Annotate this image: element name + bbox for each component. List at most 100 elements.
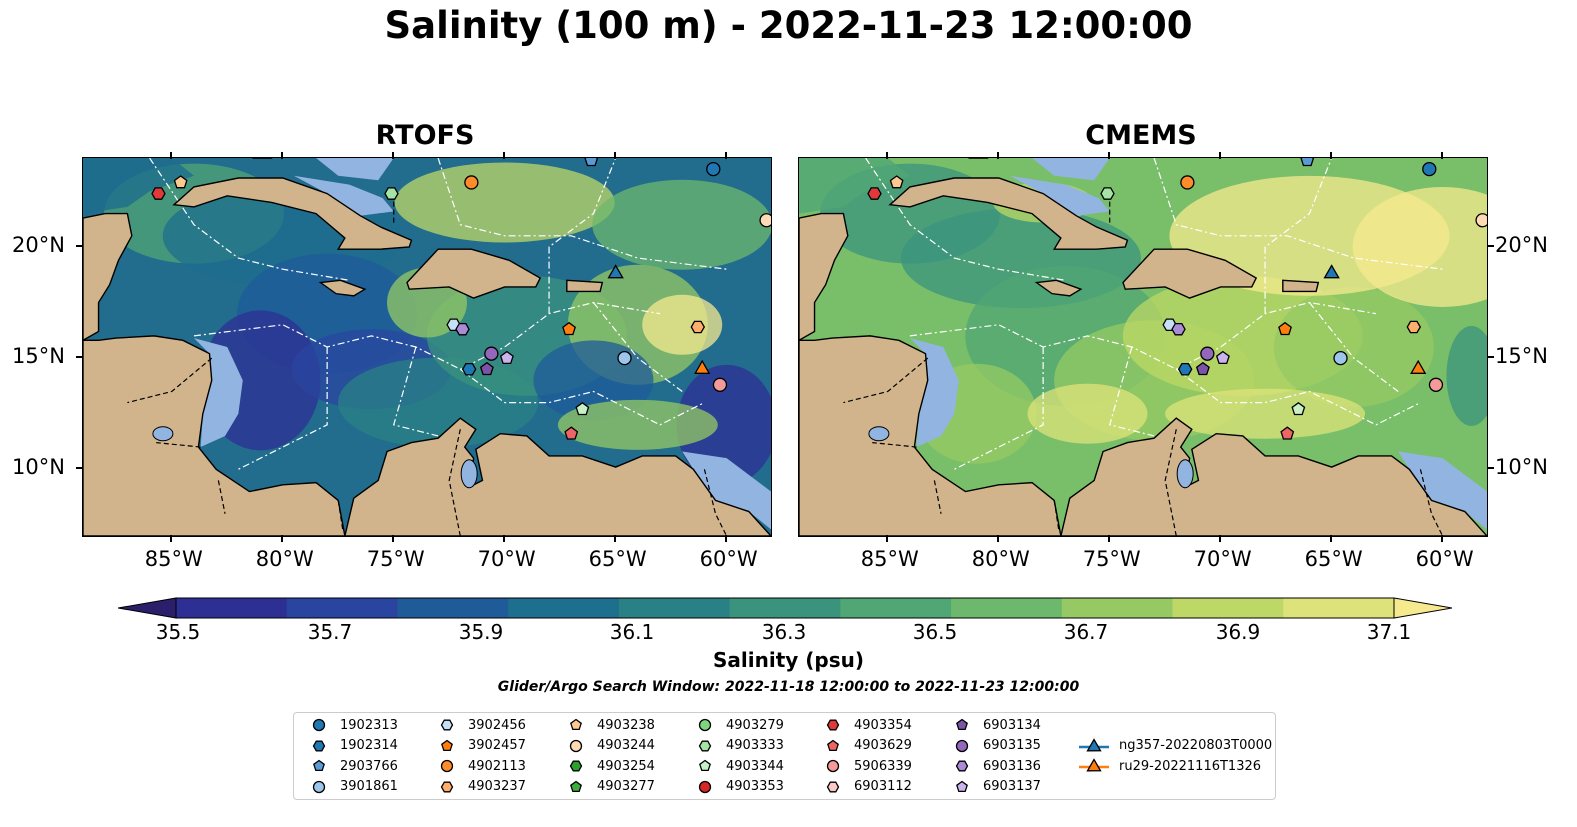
- lon-tick-mark: [1218, 152, 1221, 159]
- legend-item: 4903237: [436, 779, 526, 795]
- lon-tick-label: 80°W: [255, 547, 314, 571]
- marker-4903238: [173, 175, 188, 189]
- legend-item: 6903137: [951, 779, 1041, 795]
- legend-marker: [312, 718, 326, 732]
- lon-tick-mark: [1107, 152, 1110, 159]
- salinity-patch: [1446, 325, 1487, 426]
- lat-tick-mark: [1487, 356, 1494, 359]
- legend-symbol: [698, 718, 712, 732]
- legend-marker: [827, 739, 839, 751]
- shelf-area: [909, 338, 959, 448]
- colorbar-segment: [1283, 598, 1395, 618]
- legend-symbol: [569, 760, 583, 772]
- legend-item: 1902314: [308, 738, 398, 754]
- shelf-area: [193, 338, 243, 448]
- legend-label: 1902314: [340, 738, 398, 753]
- legend-item: 6903134: [951, 717, 1041, 733]
- colorbar-outline: [175, 597, 1395, 619]
- land-centralam: [799, 335, 1062, 536]
- eez-boundary: [392, 346, 439, 437]
- salinity-patch: [1165, 388, 1366, 439]
- legend-item: 4903333: [694, 738, 784, 754]
- legend-symbol: [570, 780, 582, 792]
- legend-label: 3902456: [468, 717, 526, 733]
- lon-tick-mark: [280, 152, 283, 159]
- country-border: [127, 357, 213, 404]
- legend-marker: [1079, 737, 1109, 751]
- marker-6903137: [1215, 350, 1230, 365]
- legend-symbol: [313, 759, 325, 772]
- land-yucatan: [83, 212, 133, 342]
- legend-symbol: [312, 780, 326, 793]
- lon-tick-mark: [502, 152, 505, 159]
- salinity-patch: [1352, 186, 1487, 307]
- lat-tick-label-left: 20°N: [12, 232, 65, 257]
- cmems-map-canvas: [799, 158, 1487, 536]
- colorbar-extend-low: [118, 597, 177, 619]
- rtofs-map-canvas: [83, 158, 771, 536]
- eez-boundary: [592, 302, 683, 392]
- eez-boundary: [459, 368, 705, 426]
- legend-label: 5906339: [854, 758, 912, 774]
- marker-2903766: [584, 158, 599, 167]
- panel-title-rtofs: RTOFS: [375, 120, 475, 151]
- marker-ng357: [607, 264, 624, 279]
- land-jamaica: [1034, 279, 1083, 297]
- eez-boundary: [909, 301, 1377, 370]
- legend-marker: [1079, 758, 1109, 772]
- legend-item: 1902313: [308, 717, 398, 733]
- marker-2903766: [1300, 158, 1315, 167]
- legend-triangle: [1086, 758, 1102, 772]
- legend-label: 4903333: [726, 738, 784, 753]
- lake-maracaibo: [1176, 459, 1194, 489]
- lake-nicaragua: [868, 426, 890, 442]
- lon-tick-label: 65°W: [1304, 547, 1363, 571]
- lat-tick-mark: [1487, 467, 1494, 470]
- legend-symbol: [827, 739, 839, 751]
- marker-4903333: [1100, 187, 1115, 200]
- salinity-patch: [557, 399, 718, 450]
- legend-label: 4903237: [468, 779, 526, 794]
- colorbar: [118, 597, 1452, 619]
- lon-tick-mark: [1329, 535, 1332, 542]
- country-border: [217, 480, 226, 514]
- lon-tick-mark: [391, 535, 394, 542]
- lon-tick-label: 80°W: [971, 547, 1030, 571]
- legend-label: 4903277: [597, 779, 655, 794]
- colorbar-tick-label: 35.9: [458, 620, 504, 644]
- land-puertorico: [1282, 279, 1320, 293]
- legend-symbol: [569, 739, 583, 752]
- colorbar-extend-high: [1393, 597, 1452, 619]
- legend-label: ru29-20221116T1326: [1119, 758, 1262, 774]
- colorbar-tick-label: 36.5: [912, 620, 958, 644]
- marker-4903244: [1475, 213, 1487, 228]
- lat-tick-label-right: 20°N: [1495, 232, 1548, 257]
- legend-item: 3901861: [308, 779, 398, 795]
- legend-label: 2903766: [340, 758, 398, 774]
- marker-4903238: [889, 175, 904, 189]
- salinity-patch: [1027, 383, 1148, 444]
- marker-1902314: [1177, 362, 1193, 376]
- country-border: [1053, 500, 1060, 530]
- legend-item: 3902456: [436, 717, 526, 733]
- legend-marker: [826, 781, 840, 792]
- legend-label: 6903134: [983, 717, 1041, 733]
- legend-label: 4902113: [468, 758, 526, 774]
- lon-tick-label: 85°W: [144, 547, 203, 571]
- marker-4903629: [1280, 426, 1295, 440]
- legend-marker: [569, 760, 583, 772]
- lon-tick-mark: [502, 535, 505, 542]
- legend-item: 4903277: [565, 779, 655, 795]
- legend-item: 4902113: [436, 758, 526, 774]
- cmems-map: [798, 157, 1488, 537]
- land-hispaniola: [406, 248, 542, 299]
- eez-boundary: [193, 301, 661, 370]
- salinity-patch: [394, 162, 615, 243]
- lon-tick-mark: [613, 152, 616, 159]
- marker-ru29: [1410, 359, 1427, 374]
- legend-label: 6903136: [983, 758, 1041, 774]
- lon-tick-mark: [613, 535, 616, 542]
- salinity-patch: [592, 179, 771, 270]
- lon-tick-mark: [1440, 535, 1443, 542]
- legend-symbol: [440, 781, 454, 792]
